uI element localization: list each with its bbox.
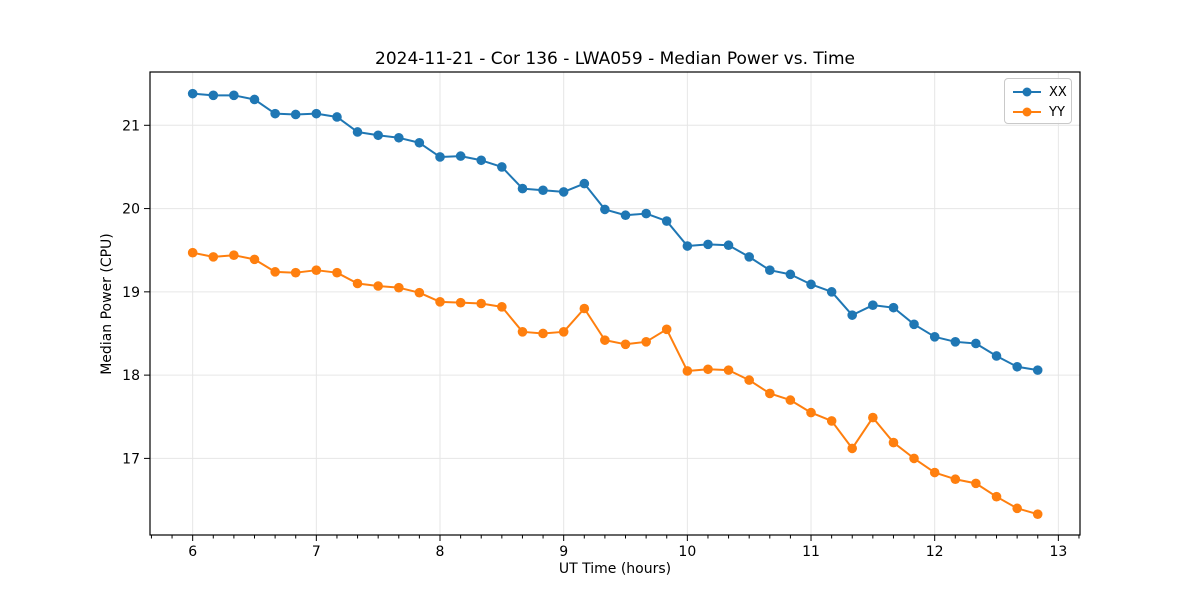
svg-text:7: 7: [312, 544, 321, 560]
x-axis-label: UT Time (hours): [558, 561, 672, 577]
x-major-ticks: 6 7 8 9 10 11 12 13: [188, 535, 1067, 560]
svg-text:10: 10: [678, 544, 696, 560]
legend-line-xx-icon: [1013, 87, 1041, 97]
svg-text:11: 11: [802, 544, 820, 560]
svg-text:6: 6: [188, 544, 197, 560]
svg-text:20: 20: [122, 202, 140, 218]
svg-text:9: 9: [559, 544, 568, 560]
svg-text:8: 8: [436, 544, 445, 560]
legend-label-xx: XX: [1049, 84, 1067, 100]
grid-lines: [150, 72, 1080, 535]
legend: XX YY: [1004, 78, 1072, 124]
legend-entry-yy: YY: [1012, 102, 1071, 122]
legend-label-yy: YY: [1049, 104, 1065, 120]
svg-text:13: 13: [1049, 544, 1067, 560]
legend-line-yy-icon: [1013, 107, 1041, 117]
series-yy: [187, 247, 1043, 519]
svg-text:19: 19: [122, 285, 140, 301]
series-xx: [187, 88, 1043, 375]
svg-text:17: 17: [122, 451, 140, 467]
plot-border: [149, 71, 1081, 536]
svg-text:18: 18: [122, 368, 140, 384]
legend-entry-xx: XX: [1012, 82, 1071, 102]
y-axis-label: Median Power (CPU): [99, 233, 115, 375]
chart-title: 2024-11-21 - Cor 136 - LWA059 - Median P…: [375, 49, 855, 69]
svg-text:12: 12: [926, 544, 944, 560]
svg-text:21: 21: [122, 118, 140, 134]
y-major-ticks: 17 18 19 20 21: [122, 118, 150, 467]
